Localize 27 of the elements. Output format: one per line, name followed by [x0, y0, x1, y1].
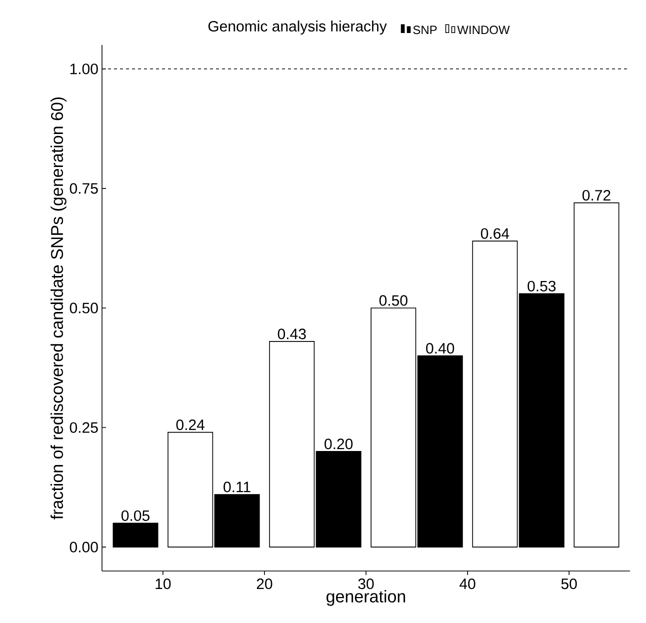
- legend-label: WINDOW: [457, 26, 510, 34]
- y-tick-label: 0.75: [70, 183, 98, 194]
- x-tick-label: 10: [156, 578, 171, 590]
- y-axis-title: fraction of rediscovered candidate SNPs (generation 60): [50, 97, 66, 520]
- x-tick-label: 20: [256, 578, 272, 590]
- y-tick-label: 0.50: [70, 302, 98, 314]
- y-tick-label: 1.00: [70, 64, 98, 74]
- x-axis-title: generation: [326, 590, 406, 606]
- y-tick-label: 0.00: [70, 542, 98, 552]
- x-tick-label: 30: [358, 578, 374, 590]
- data-label: 0.20: [324, 438, 353, 450]
- data-label: 0.64: [480, 228, 510, 239]
- x-tick-label: 40: [460, 578, 476, 590]
- x-tick-label: 50: [561, 578, 577, 590]
- data-label: 0.40: [426, 342, 454, 354]
- data-label: 0.05: [121, 510, 150, 521]
- legend-title: Genomic analysis hierachy: [208, 20, 387, 35]
- legend-label: SNP: [413, 26, 437, 34]
- bar: [112, 522, 158, 548]
- bar: [574, 202, 620, 548]
- data-label: 0.24: [176, 419, 204, 430]
- data-label: 0.43: [278, 328, 306, 340]
- data-label: 0.11: [224, 482, 250, 492]
- data-label: 0.50: [379, 295, 408, 306]
- data-label: 0.72: [582, 190, 610, 201]
- data-label: 0.53: [528, 280, 556, 292]
- y-tick-label: 0.25: [70, 422, 98, 433]
